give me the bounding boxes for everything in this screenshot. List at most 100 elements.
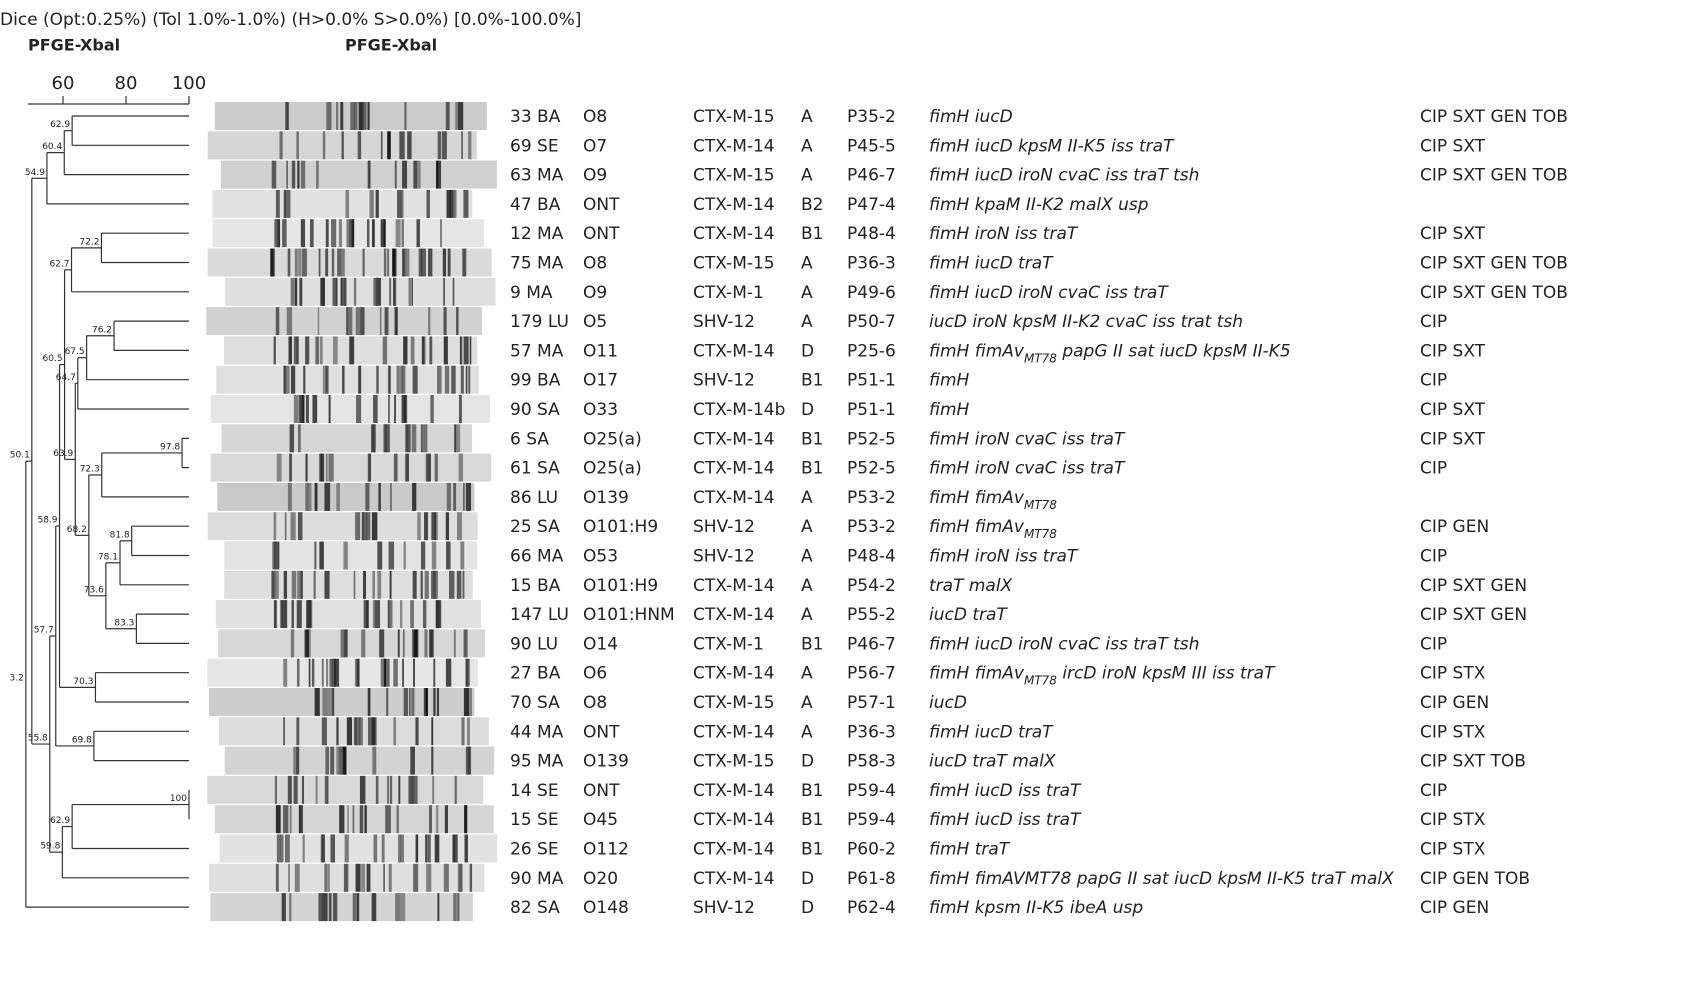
gel-band — [285, 102, 288, 130]
gel-band — [362, 512, 367, 540]
gel-band — [453, 893, 457, 921]
gel-band — [396, 805, 398, 833]
cell: P52-5 — [847, 459, 896, 479]
gel-band — [373, 395, 378, 423]
gel-band — [372, 747, 376, 775]
gel-band — [376, 190, 379, 218]
cell: 61 SA — [510, 459, 560, 479]
genes: fimH iucD iroN cvaC iss traT — [929, 283, 1169, 303]
gel-band — [294, 776, 298, 804]
cell: P46-7 — [847, 166, 896, 186]
cell: B1 — [801, 810, 823, 830]
genes: fimH kpsm II-K5 ibeA usp — [929, 898, 1143, 918]
cell: CTX-M-15 — [693, 254, 775, 274]
gel-band — [372, 571, 375, 599]
gel-band — [358, 131, 361, 159]
gene-text: fimH fimAv — [929, 341, 1025, 361]
cell: O6 — [583, 664, 607, 684]
gel-band — [296, 747, 299, 775]
gel-band — [409, 688, 411, 716]
cell: O20 — [583, 869, 618, 889]
cell: CIP SXT — [1420, 136, 1486, 156]
gel-band — [326, 102, 328, 130]
gel-band — [431, 717, 433, 745]
cell: CTX-M-15 — [693, 166, 775, 186]
cell: P47-4 — [847, 195, 896, 215]
gel-band — [373, 600, 375, 628]
cell: O5 — [583, 312, 607, 332]
gel-lane — [206, 307, 482, 335]
cell: CTX-M-14 — [693, 869, 775, 889]
cell: 15 SE — [510, 810, 559, 830]
gene-subscript: MT78 — [1024, 673, 1057, 687]
gel-band — [395, 893, 400, 921]
gel-band — [290, 805, 292, 833]
gel-band — [371, 424, 376, 452]
gel-band — [325, 249, 328, 277]
gel-band — [378, 483, 380, 511]
cell: O148 — [583, 898, 629, 918]
cell: P59-4 — [847, 810, 896, 830]
gel-band — [400, 190, 403, 218]
gel-band — [324, 864, 327, 892]
cell: SHV-12 — [693, 547, 755, 567]
cell: CIP SXT — [1420, 224, 1486, 244]
gel-band — [355, 659, 357, 687]
genes: fimH fimAvMT78 — [929, 488, 1057, 512]
cell: O139 — [583, 488, 629, 508]
cell: O14 — [583, 634, 618, 654]
gel-band — [305, 336, 309, 364]
gel-band — [297, 571, 300, 599]
gel-band — [329, 395, 331, 423]
gel-band — [284, 571, 287, 599]
gel-band — [331, 688, 334, 716]
gel-band — [384, 659, 386, 687]
node-label: 73.6 — [84, 585, 104, 595]
gel-band — [463, 190, 468, 218]
gel-band — [424, 629, 427, 657]
node-label: 72.2 — [79, 237, 99, 247]
gel-band — [444, 336, 448, 364]
node-label: 58.9 — [37, 515, 57, 525]
gel-band — [455, 776, 457, 804]
gel-band — [453, 835, 455, 863]
gel-band — [328, 864, 330, 892]
scale-label: 80 — [115, 73, 138, 94]
gel-band — [431, 747, 433, 775]
cell: P54-2 — [847, 576, 896, 596]
cell: CIP STX — [1420, 840, 1486, 860]
cell: O17 — [583, 371, 618, 391]
gel-band — [388, 395, 390, 423]
gel-band — [280, 131, 283, 159]
gel-band — [291, 366, 295, 394]
gel-band — [459, 395, 462, 423]
gel-band — [429, 629, 433, 657]
node-label: 76.2 — [92, 325, 112, 335]
gel-band — [352, 219, 354, 247]
cell: D — [801, 752, 814, 772]
gel-band — [464, 688, 469, 716]
gel-band — [445, 366, 449, 394]
gel-band — [361, 864, 365, 892]
gel-band — [446, 190, 450, 218]
cell: A — [801, 107, 813, 127]
gel-band — [396, 219, 401, 247]
cell: 99 BA — [510, 371, 561, 391]
gel-band — [298, 249, 301, 277]
genes: fimH iucD — [929, 107, 1013, 127]
node-label: 50.1 — [10, 451, 30, 461]
scale-label: 60 — [52, 73, 75, 94]
gel-band — [389, 864, 392, 892]
gel-band — [346, 307, 348, 335]
gel-band — [329, 659, 333, 687]
genes: fimH iucD iss traT — [929, 781, 1082, 801]
gel-band — [447, 483, 451, 511]
cell: P50-7 — [847, 312, 896, 332]
gel-band — [303, 366, 305, 394]
gel-band — [312, 659, 314, 687]
cell: P57-1 — [847, 693, 896, 713]
gel-band — [271, 249, 275, 277]
gene-text: papG II sat iucD kpsM II-K5 — [1057, 341, 1291, 361]
gel-band — [372, 512, 377, 540]
cell: CIP STX — [1420, 810, 1486, 830]
